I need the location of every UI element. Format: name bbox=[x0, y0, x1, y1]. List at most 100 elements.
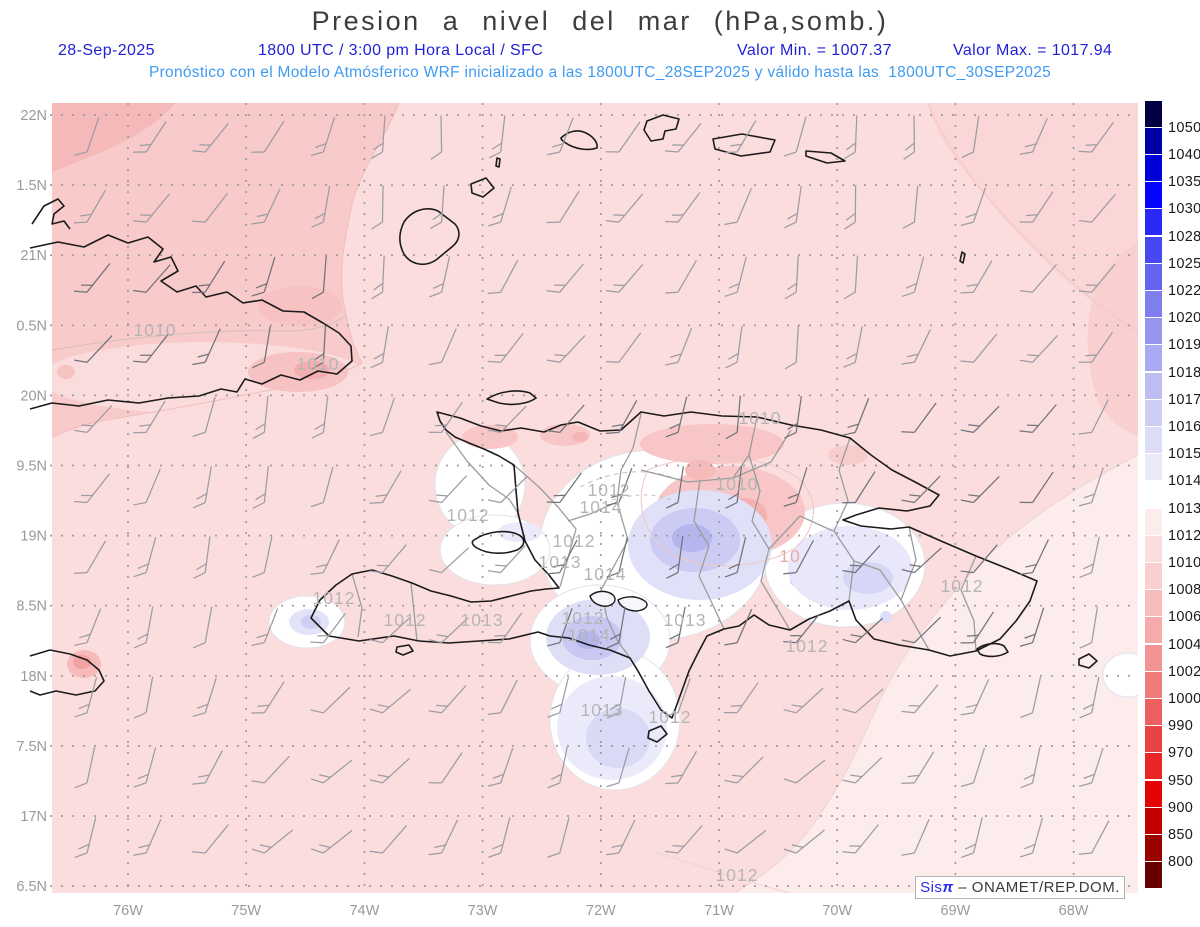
wind-barb-icon bbox=[311, 325, 327, 370]
wind-barb-icon bbox=[605, 400, 638, 435]
colorbar: 1050 1040 1035 1030 1028 1025 1022 1020 1019 1018… bbox=[1145, 100, 1200, 900]
wind-barb-icon bbox=[251, 120, 285, 153]
wind-barb-icon bbox=[369, 470, 402, 504]
wind-barb-icon bbox=[1019, 607, 1045, 647]
colorbar-swatch bbox=[1145, 372, 1162, 400]
forecast-time: 1800 UTC / 3:00 pm Hora Local / SFC bbox=[258, 42, 544, 59]
wind-barb-icon bbox=[192, 123, 229, 153]
wind-barb-icon bbox=[960, 405, 1000, 434]
colorbar-swatch bbox=[1145, 862, 1162, 890]
wind-barb-icon bbox=[724, 756, 764, 784]
wind-barb-icon bbox=[133, 747, 157, 788]
wind-barb-icon bbox=[960, 260, 993, 294]
lon-tick-label: 73W bbox=[468, 903, 498, 919]
coast-jamaica bbox=[29, 649, 105, 696]
wind-barb-icon bbox=[546, 263, 584, 293]
wind-barb-icon bbox=[1079, 606, 1099, 649]
wind-barb-icon bbox=[1019, 191, 1054, 223]
coast-beata bbox=[647, 725, 668, 743]
wind-barb-icon bbox=[901, 547, 942, 574]
colorbar-tick-label: 1035 bbox=[1168, 174, 1200, 191]
wind-barb-icon bbox=[724, 608, 753, 646]
coast-great-inagua bbox=[399, 208, 460, 266]
contour-label: 1012 bbox=[447, 505, 490, 525]
lon-tick-label: 75W bbox=[231, 903, 261, 919]
wind-barb-icon bbox=[547, 746, 568, 789]
wind-barb-icon bbox=[724, 682, 759, 714]
contour-label: 1010 bbox=[134, 320, 177, 340]
wind-barb-icon bbox=[74, 335, 113, 363]
wind-barb-icon bbox=[192, 396, 216, 437]
wind-barb-icon bbox=[546, 404, 585, 434]
wind-barb-icon bbox=[901, 402, 937, 434]
contour-label: 1012 bbox=[941, 576, 984, 596]
coast-mona bbox=[1078, 653, 1098, 669]
wind-barb-icon bbox=[310, 759, 353, 784]
wind-barb-icon bbox=[133, 537, 157, 578]
wind-barb-icon bbox=[725, 325, 743, 369]
credit-sis: Sis bbox=[920, 879, 943, 896]
colorbar-swatch bbox=[1145, 562, 1162, 591]
lon-tick-label: 68W bbox=[1059, 903, 1089, 919]
wind-barb-icon bbox=[1020, 817, 1044, 858]
contour-labels: 1010101010101010101210141012101210131014… bbox=[134, 320, 984, 885]
colorbar-tick-label: 1028 bbox=[1168, 228, 1200, 245]
wind-barb-icon bbox=[487, 332, 524, 363]
contour-label: 1013 bbox=[581, 700, 624, 720]
colorbar-tick-label: 1015 bbox=[1168, 446, 1200, 463]
wind-barb-icon bbox=[73, 263, 111, 293]
wind-barb-icon bbox=[665, 678, 691, 717]
coast-gonave bbox=[471, 530, 525, 554]
coast-saona bbox=[976, 642, 1009, 658]
wind-barb-icon bbox=[1019, 404, 1057, 434]
province-borders bbox=[351, 413, 977, 659]
wind-barb-icon bbox=[133, 333, 170, 363]
lat-tick-label: 17N bbox=[20, 809, 47, 825]
forecast-date: 28-Sep-2025 bbox=[58, 42, 155, 59]
wind-barb-icon bbox=[605, 332, 642, 363]
colorbar-swatch bbox=[1145, 834, 1162, 863]
wind-barb-icon bbox=[842, 471, 876, 504]
wind-barb-icon bbox=[73, 473, 111, 504]
wind-barb-icon bbox=[784, 325, 799, 370]
wind-barb-icon bbox=[73, 190, 106, 224]
lat-tick-label: 0.5N bbox=[16, 318, 47, 334]
lat-tick-label: 19N bbox=[20, 529, 47, 545]
coast-caicos-4 bbox=[805, 150, 846, 164]
coast-caicos-1 bbox=[560, 130, 598, 151]
wind-barb-icon bbox=[487, 544, 526, 574]
wind-barb-icon bbox=[783, 687, 824, 714]
wind-barb-icon bbox=[724, 829, 767, 854]
wind-barb-icon bbox=[960, 611, 994, 644]
wind-barb-icon bbox=[192, 750, 223, 785]
contour-label: 1012 bbox=[553, 531, 596, 551]
wind-barb-icon bbox=[1078, 263, 1116, 293]
colorbar-swatch bbox=[1145, 318, 1162, 346]
contour-label: 1012 bbox=[649, 707, 692, 727]
wind-barb-icon bbox=[605, 263, 644, 293]
wind-barb-icon bbox=[251, 829, 294, 854]
wind-barb-icon bbox=[428, 547, 470, 574]
colorbar-swatch bbox=[1145, 753, 1162, 781]
contour-label: 1013 bbox=[664, 610, 707, 630]
wind-barb-icon bbox=[311, 255, 327, 300]
wind-barb-icon bbox=[428, 685, 467, 714]
contour-lines bbox=[52, 103, 1138, 893]
wind-barb-icon bbox=[843, 115, 858, 160]
colorbar-swatch bbox=[1145, 590, 1162, 618]
wind-barb-icon bbox=[664, 123, 702, 153]
colorbar-swatch bbox=[1145, 644, 1162, 672]
wind-barb-icon bbox=[546, 117, 574, 156]
wind-barb-icon bbox=[605, 819, 636, 856]
colorbar-tick-label: 1002 bbox=[1168, 663, 1200, 680]
model-info-line: Pronóstico con el Modelo Atmósferico WRF… bbox=[148, 64, 1052, 81]
contour-label: 1014 bbox=[568, 625, 611, 645]
credit-box: Sis π – ONAMET/REP.DOM. bbox=[915, 876, 1125, 899]
wind-barb-icon bbox=[665, 327, 693, 366]
wind-barb-icon bbox=[74, 677, 98, 718]
coast-tortuga bbox=[486, 390, 537, 406]
colorbar-swatch bbox=[1145, 399, 1162, 427]
colorbar-tick-label: 1030 bbox=[1168, 201, 1200, 218]
wind-barb-icon bbox=[252, 326, 271, 369]
wind-barb-icon bbox=[369, 824, 408, 854]
